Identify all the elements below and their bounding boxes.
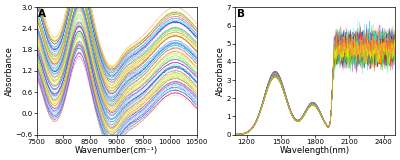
X-axis label: Wavenumber(cm⁻¹): Wavenumber(cm⁻¹) <box>75 146 158 155</box>
Text: B: B <box>237 9 245 19</box>
Y-axis label: Absorbance: Absorbance <box>216 46 225 96</box>
Y-axis label: Absorbance: Absorbance <box>5 46 14 96</box>
X-axis label: Wavelength(nm): Wavelength(nm) <box>280 146 350 155</box>
Text: A: A <box>38 9 46 19</box>
